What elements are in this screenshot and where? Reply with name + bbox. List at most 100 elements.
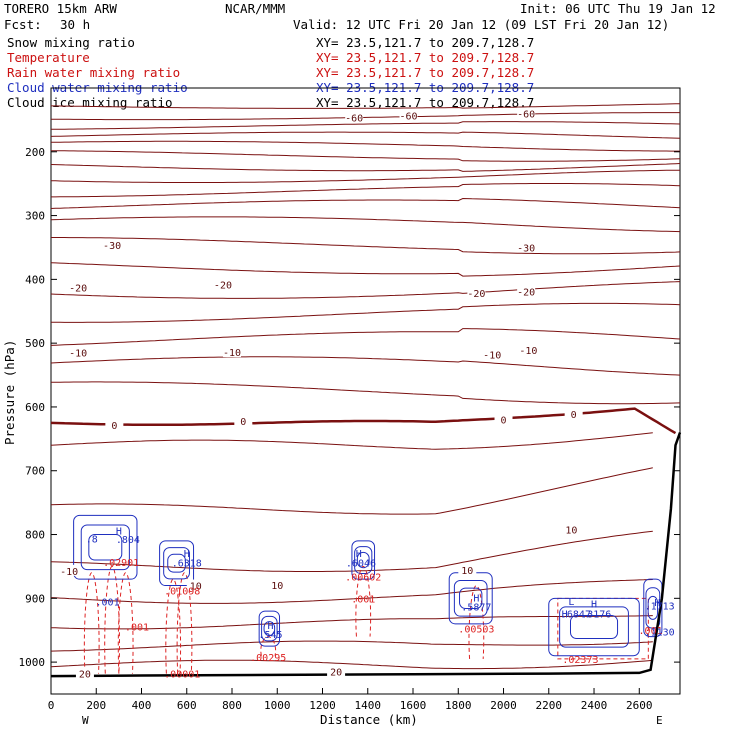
- y-tick-label: 300: [25, 210, 45, 223]
- x-tick-label: 2000: [490, 699, 517, 712]
- isotherm-line: [50, 640, 653, 652]
- isotherm-line: [50, 579, 653, 604]
- cloud-water-contour: [88, 534, 123, 561]
- cloud-water-contours: [73, 514, 663, 657]
- temperature-contour-label: 0: [571, 410, 577, 421]
- temperature-contour-label: 10: [461, 566, 473, 577]
- temperature-contour-label: -30: [517, 243, 535, 254]
- contour-label-bg: [234, 414, 253, 426]
- rain-contour: [176, 572, 193, 674]
- legend-xy-snow: XY= 23.5,121.7 to 209.7,128.7: [316, 35, 534, 50]
- contour-label-bg: [458, 564, 477, 576]
- temperature-contour-label: -60: [399, 111, 417, 122]
- contour-label-bg: [564, 407, 583, 419]
- cloud-water-contour: [356, 551, 370, 569]
- cloud-water-label: .001: [96, 598, 120, 609]
- isotherm-line: [50, 659, 653, 670]
- y-tick-label: 800: [25, 529, 45, 542]
- fcst-label: Fcst:: [4, 17, 42, 32]
- contour-label-bg: [517, 285, 536, 297]
- cloud-water-label: .6318: [172, 559, 202, 570]
- temperature-contour-label: 20: [330, 668, 342, 679]
- x-tick-label: 2200: [536, 699, 563, 712]
- legend-label-temperature: Temperature: [7, 50, 90, 65]
- cloud-water-contour: [80, 524, 130, 571]
- contour-label-bg: [268, 578, 287, 590]
- temperature-contour-label: -10: [60, 567, 78, 578]
- cloud-water-contour: [159, 540, 195, 587]
- contour-label-bg: [60, 564, 79, 576]
- isotherm-line: [51, 237, 681, 255]
- x-tick-label: 0: [48, 699, 55, 712]
- rain-contour: [468, 585, 485, 659]
- cloud-water-contour: [559, 606, 629, 648]
- terrain: [50, 432, 682, 678]
- isotherm-line: [50, 615, 653, 630]
- rain-label: .02373: [562, 655, 598, 666]
- temperature-contour-label: -60: [517, 110, 535, 121]
- y-tick-label: 400: [25, 273, 45, 286]
- extremum-marker: H: [267, 621, 273, 632]
- isotherm-line: [50, 432, 653, 450]
- contour-label-bg: [213, 278, 232, 290]
- contour-label-bg: [105, 418, 124, 430]
- plot-frame: [50, 87, 681, 695]
- legend: Snow mixing ratio XY= 23.5,121.7 to 209.…: [7, 35, 534, 110]
- x-tick-label: 1600: [400, 699, 427, 712]
- x-tick-label: 600: [177, 699, 197, 712]
- contour-label-bg: [562, 523, 581, 535]
- temperature-contour-label: -10: [223, 348, 241, 359]
- legend-xy-temperature: XY= 23.5,121.7 to 209.7,128.7: [316, 50, 534, 65]
- isotherm-line: [51, 112, 680, 121]
- isotherm-line: [51, 183, 681, 198]
- cloud-water-label: .1713: [645, 601, 675, 612]
- x-tick-label: 1000: [264, 699, 291, 712]
- temperature-contour-label: -10: [69, 349, 87, 360]
- rain-label: .00001: [164, 670, 200, 681]
- legend-xy-rain: XY= 23.5,121.7 to 209.7,128.7: [316, 65, 534, 80]
- axes: 0 200 400 600 800 1000 1200 1400 1600 1800 2000 220…: [19, 146, 680, 712]
- x-tick-label: 800: [222, 699, 242, 712]
- y-tick-label: 600: [25, 401, 45, 414]
- rain-contour: [117, 572, 134, 674]
- temperature-contour-label: 10: [271, 581, 283, 592]
- legend-xy-cloud-ice: XY= 23.5,121.7 to 209.7,128.7: [316, 95, 534, 110]
- cloud-water-contour: [569, 615, 619, 640]
- rain-contour: [104, 565, 120, 674]
- temperature-contour-label: -20: [517, 287, 535, 298]
- x-tick-label: 1800: [445, 699, 472, 712]
- isotherm-line: [50, 197, 681, 209]
- isotherm-line: [50, 262, 681, 277]
- extremum-marker: H: [591, 599, 597, 610]
- x-tick-label: 200: [86, 699, 106, 712]
- y-tick-label: 1000: [19, 656, 46, 669]
- rain-label: .00295: [250, 653, 286, 664]
- extremum-marker: H: [562, 610, 568, 621]
- isotherm-line: [51, 103, 680, 109]
- rain-contour: [260, 636, 277, 656]
- legend-label-snow: Snow mixing ratio: [7, 35, 135, 50]
- isotherm-line: [50, 328, 681, 346]
- temperature-contour-label: -10: [519, 346, 537, 357]
- isotherm-line: [51, 302, 681, 323]
- cloud-water-label: .3176: [581, 610, 611, 621]
- x-tick-label: 400: [132, 699, 152, 712]
- rain-contour: [355, 565, 372, 637]
- y-tick-label: 700: [25, 465, 45, 478]
- temperature-contour-label: -30: [103, 241, 121, 252]
- contour-label-bg: [517, 107, 536, 119]
- cloud-water-contour: [167, 553, 186, 573]
- fcst-value: 30 h: [60, 17, 90, 32]
- center-name: NCAR/MMM: [225, 1, 285, 16]
- rain-contours: [83, 565, 649, 674]
- cloud-water-contour: [261, 615, 278, 642]
- rain-label: .001: [639, 626, 663, 637]
- cloud-water-label: .804: [116, 535, 140, 546]
- contour-label-bg: [399, 109, 418, 121]
- cloud-water-label: .6847: [561, 610, 591, 621]
- cloud-water-contour: [548, 597, 640, 657]
- contour-label-bg: [75, 667, 94, 679]
- isotherm-line: [50, 140, 680, 152]
- cloud-water-contour: [643, 578, 663, 638]
- cloud-water-contour: [647, 595, 659, 620]
